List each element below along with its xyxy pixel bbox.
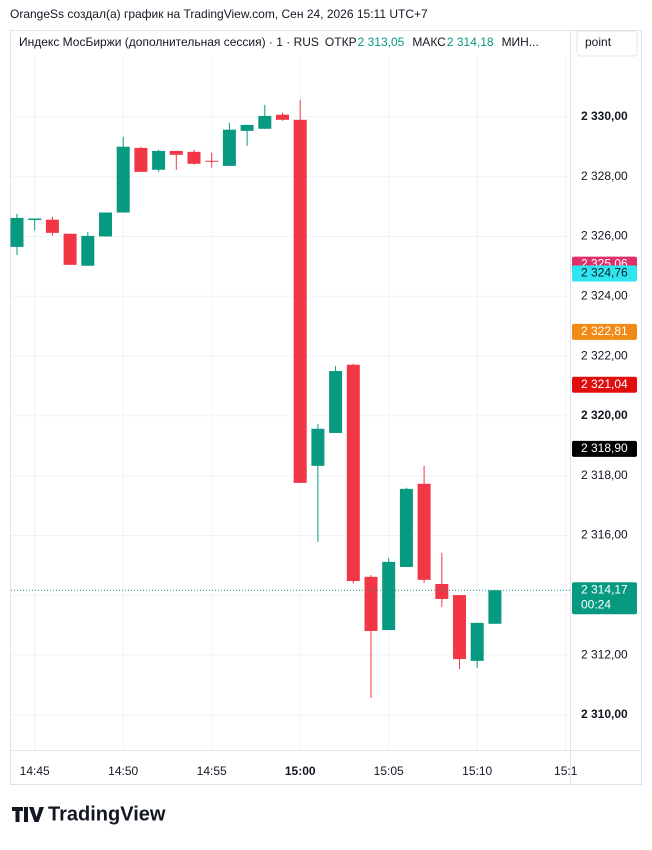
candle (134, 146, 148, 172)
price-tag-label: 2 318,90 (581, 441, 628, 455)
y-tick-label: 2 328,00 (581, 169, 628, 183)
price-tag (572, 376, 637, 393)
candle (28, 218, 42, 231)
candle (63, 233, 77, 265)
candle-body (10, 217, 24, 247)
brand: TradingView (48, 803, 166, 825)
candle-body (346, 364, 360, 582)
price-tag-label: 2 321,04 (581, 377, 628, 391)
y-tick-label: 2 322,00 (581, 348, 628, 362)
candle (258, 104, 272, 129)
candle-body (222, 129, 236, 166)
x-tick-label: 15:1 (554, 764, 578, 778)
candle-body (152, 150, 166, 170)
candle (45, 216, 59, 236)
legend: Индекс МосБиржи (дополнительная сессия) … (19, 35, 539, 49)
candle-body (28, 218, 42, 221)
candle (276, 112, 289, 121)
candle-body (435, 584, 449, 599)
legend-value: 2 313,05 (358, 35, 405, 49)
candle (10, 213, 24, 255)
candle (99, 212, 112, 237)
candle-body (329, 371, 343, 433)
candle (417, 465, 431, 583)
y-tick-label: 2 330,00 (581, 109, 628, 123)
candle (311, 423, 325, 542)
candle-body (399, 488, 413, 567)
y-tick-label: 2 310,00 (581, 707, 628, 721)
x-tick-label: 15:05 (374, 764, 404, 778)
candle-body (45, 219, 59, 233)
candle (470, 622, 484, 669)
candle (453, 595, 466, 669)
candle (488, 589, 502, 624)
candle-body (116, 146, 130, 213)
candle (116, 136, 130, 213)
candle-body (81, 235, 95, 266)
legend-label: МАКС (412, 35, 446, 49)
candle-body (134, 147, 148, 172)
candle-body (293, 119, 307, 483)
grid (11, 57, 570, 750)
candle (169, 150, 183, 170)
price-tag-label: 2 314,17 (581, 582, 628, 596)
x-tick-label: 14:45 (20, 764, 50, 778)
candle-body (382, 561, 396, 631)
x-tick-label: 15:10 (462, 764, 492, 778)
candle (435, 552, 449, 608)
candle-body (258, 115, 272, 129)
price-tag (572, 582, 637, 615)
legend-label: МИН... (502, 35, 539, 49)
y-tick-label: 2 326,00 (581, 229, 628, 243)
x-tick-label: 14:50 (108, 764, 138, 778)
y-tick-label: 2 316,00 (581, 528, 628, 542)
unit-button-label[interactable]: point (585, 35, 612, 49)
candle-body (205, 160, 219, 162)
chart-title: Индекс МосБиржи (дополнительная сессия) … (19, 35, 319, 49)
candle (364, 575, 378, 698)
candle-body (169, 150, 183, 155)
candle (222, 122, 236, 166)
unit-button[interactable] (576, 30, 638, 57)
legend-label: ОТКР (325, 35, 357, 49)
candle-body (417, 483, 431, 580)
candle (240, 124, 254, 146)
candle (205, 152, 219, 168)
candle-body (276, 114, 289, 120)
chart-frame (10, 30, 642, 785)
candle-body (470, 622, 484, 661)
price-tag-label: 2 324,76 (581, 266, 628, 280)
candle-body (240, 124, 254, 131)
caption: OrangeSs создал(а) график на TradingView… (10, 7, 428, 21)
legend-value: 2 314,18 (447, 35, 494, 49)
y-tick-label: 2 312,00 (581, 647, 628, 661)
price-tag (572, 440, 637, 457)
candle (382, 557, 396, 631)
candle (81, 231, 95, 266)
x-tick-label: 15:00 (285, 764, 316, 778)
candle (293, 99, 307, 483)
price-tag (572, 265, 637, 282)
candle-body (364, 576, 378, 631)
candle-body (99, 212, 112, 237)
candle (187, 149, 201, 165)
y-tick-label: 2 318,00 (581, 468, 628, 482)
y-tick-label: 2 320,00 (581, 408, 628, 422)
candle (346, 363, 360, 584)
x-tick-label: 14:55 (197, 764, 227, 778)
price-tag (572, 323, 637, 340)
candle (152, 149, 166, 172)
candle-body (488, 590, 502, 624)
candle (329, 365, 343, 433)
candle (399, 487, 413, 567)
candle-body (63, 233, 77, 265)
candle-body (311, 428, 325, 466)
y-tick-label: 2 324,00 (581, 288, 628, 302)
countdown: 00:24 (581, 597, 611, 611)
candle-body (187, 151, 201, 164)
candle-body (453, 595, 466, 660)
price-tag-label: 2 322,81 (581, 324, 628, 338)
logo (12, 807, 44, 822)
